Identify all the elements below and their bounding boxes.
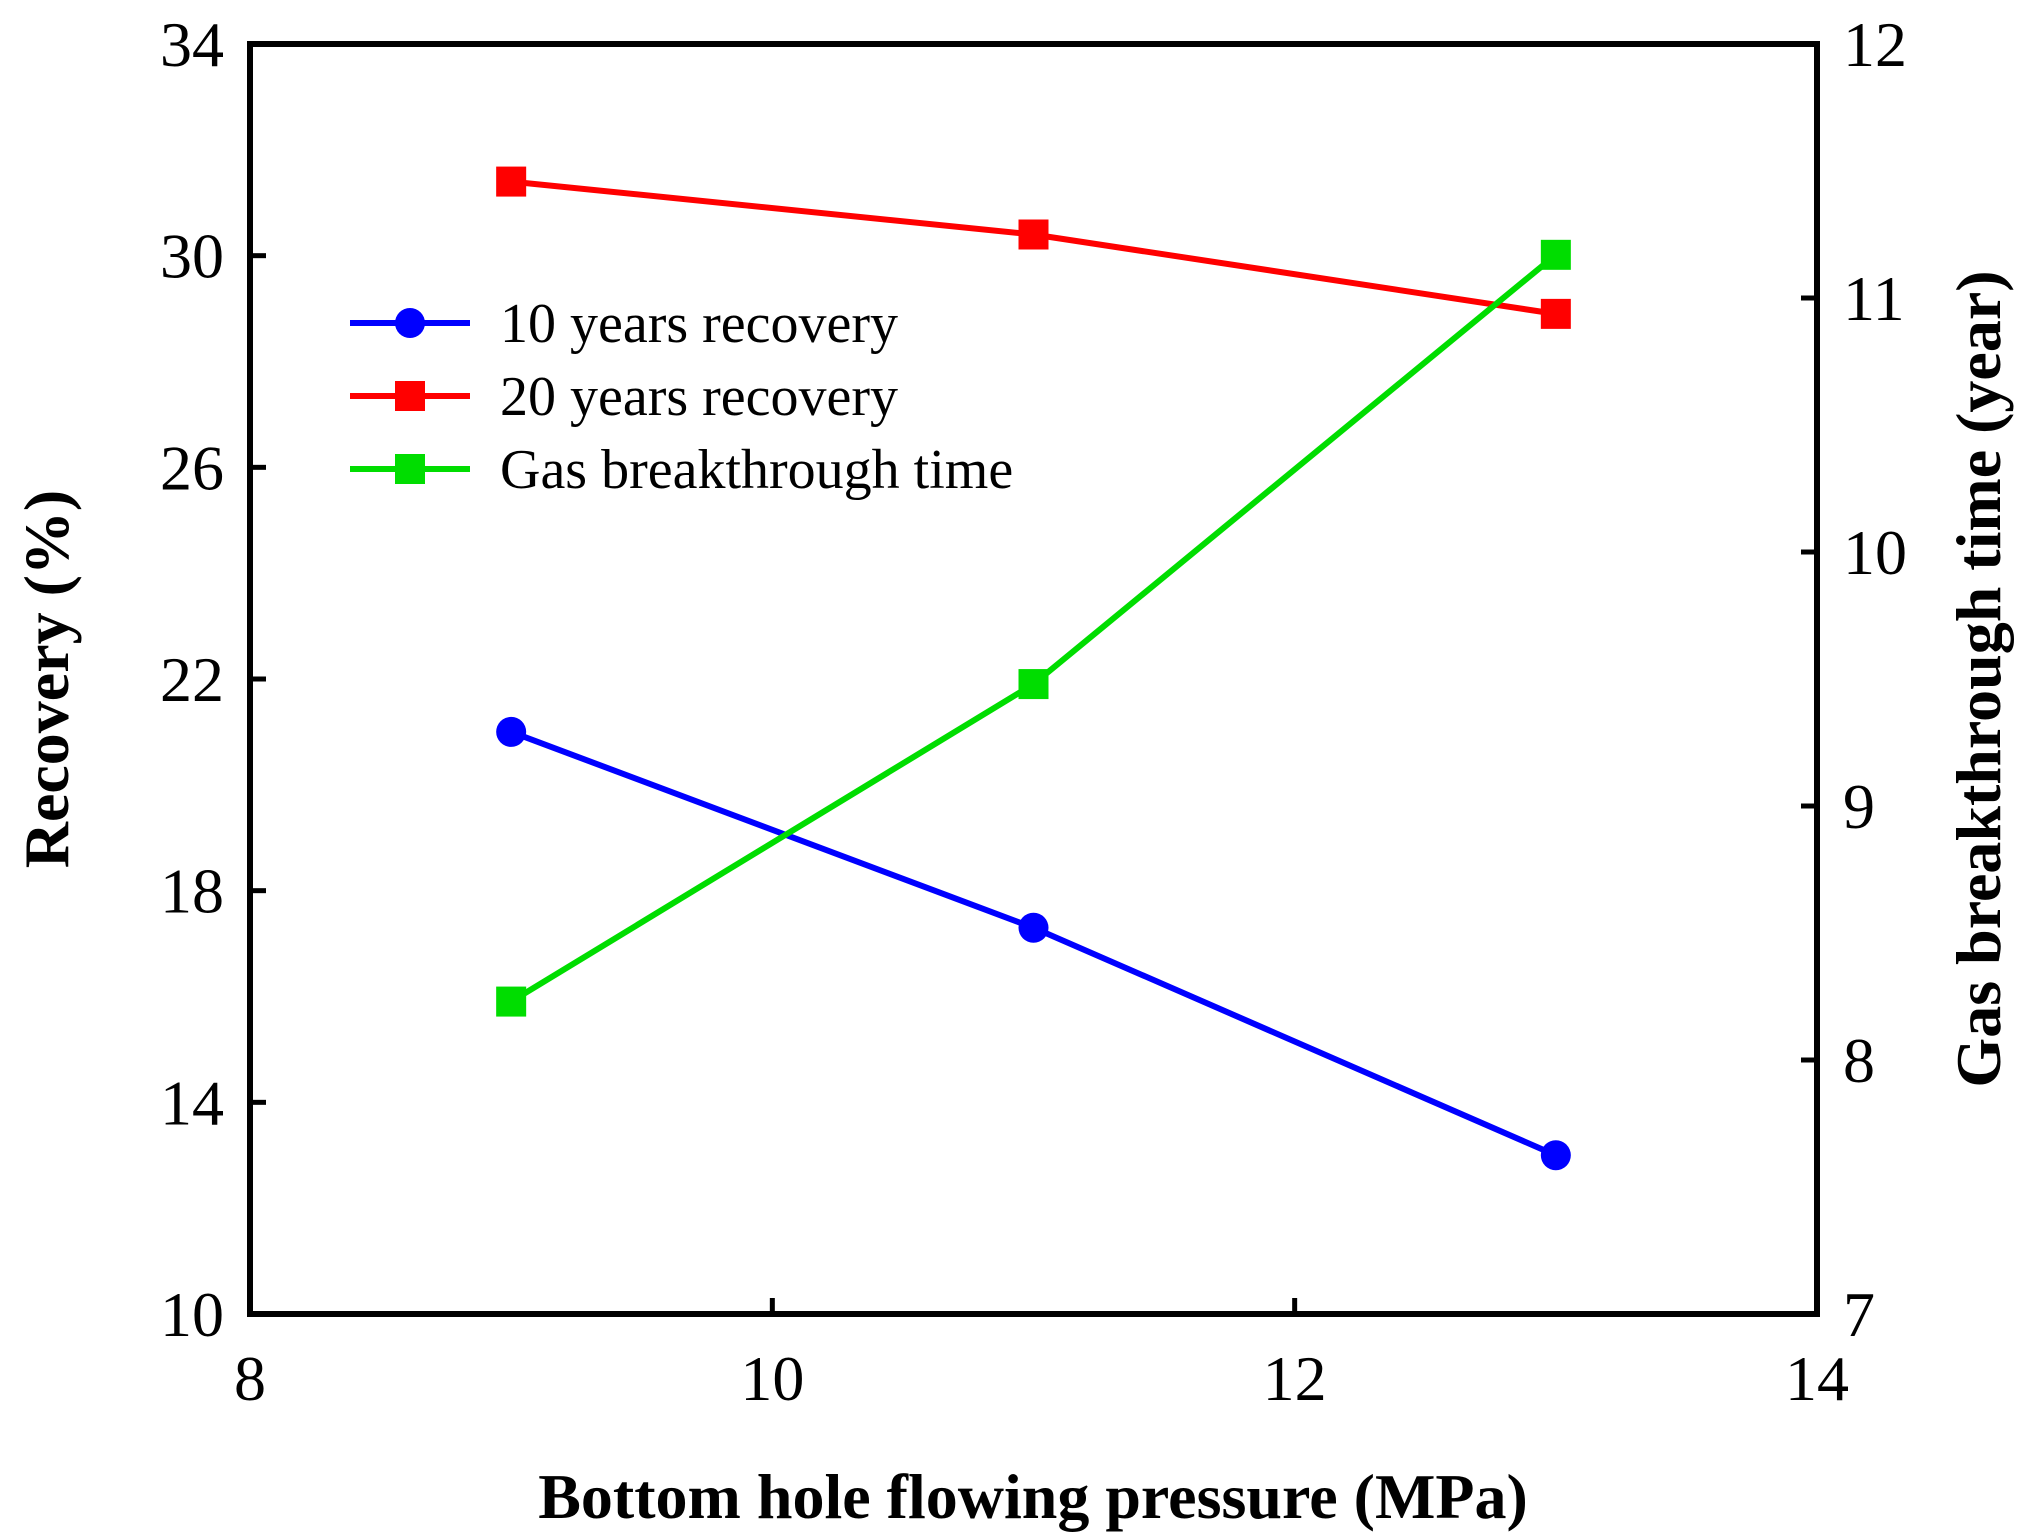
data-point-gas-breakthrough-time: [1018, 669, 1049, 700]
legend-marker: [395, 454, 425, 484]
data-point-20-years-recovery: [1540, 298, 1571, 329]
y-right-tick-label: 11: [1843, 263, 1905, 334]
y-left-tick-label: 22: [160, 644, 224, 715]
x-tick-label: 12: [1263, 1343, 1327, 1414]
legend-label: 20 years recovery: [500, 366, 898, 428]
left-axis-title: Recovery (%): [11, 490, 82, 868]
legend-marker: [395, 308, 425, 338]
y-left-tick-label: 34: [160, 9, 224, 80]
x-tick-label: 8: [234, 1343, 266, 1414]
plot-layer: [496, 166, 1571, 1171]
legend-marker: [395, 381, 425, 411]
data-point-10-years-recovery: [1018, 912, 1049, 943]
y-right-tick-label: 7: [1843, 1279, 1875, 1350]
y-left-tick-label: 10: [160, 1279, 224, 1350]
y-left-tick-label: 26: [160, 432, 224, 503]
y-left-tick-label: 18: [160, 856, 224, 927]
y-right-tick-label: 8: [1843, 1025, 1875, 1096]
y-left-tick-label: 14: [160, 1067, 224, 1138]
legend: 10 years recovery 20 years recovery Gas br…: [350, 293, 1013, 501]
data-point-10-years-recovery: [496, 716, 527, 747]
data-point-20-years-recovery: [1018, 219, 1049, 250]
y-right-tick-label: 10: [1843, 517, 1907, 588]
data-point-20-years-recovery: [496, 166, 527, 197]
legend-label: 10 years recovery: [500, 293, 898, 355]
x-tick-label: 14: [1785, 1343, 1849, 1414]
y-right-tick-label: 12: [1843, 9, 1907, 80]
legend-label: Gas breakthrough time: [500, 439, 1013, 501]
data-point-gas-breakthrough-time: [1540, 239, 1571, 270]
y-left-tick-label: 30: [160, 221, 224, 292]
y-right-tick-label: 9: [1843, 771, 1875, 842]
data-point-gas-breakthrough-time: [496, 986, 527, 1017]
data-point-10-years-recovery: [1540, 1140, 1571, 1171]
x-tick-label: 10: [740, 1343, 804, 1414]
series-line-10-years-recovery: [510, 729, 1558, 1159]
right-axis-title: Gas breakthrough time (year): [1943, 270, 2014, 1087]
x-axis-title: Bottom hole flowing pressure (MPa): [538, 1461, 1528, 1532]
